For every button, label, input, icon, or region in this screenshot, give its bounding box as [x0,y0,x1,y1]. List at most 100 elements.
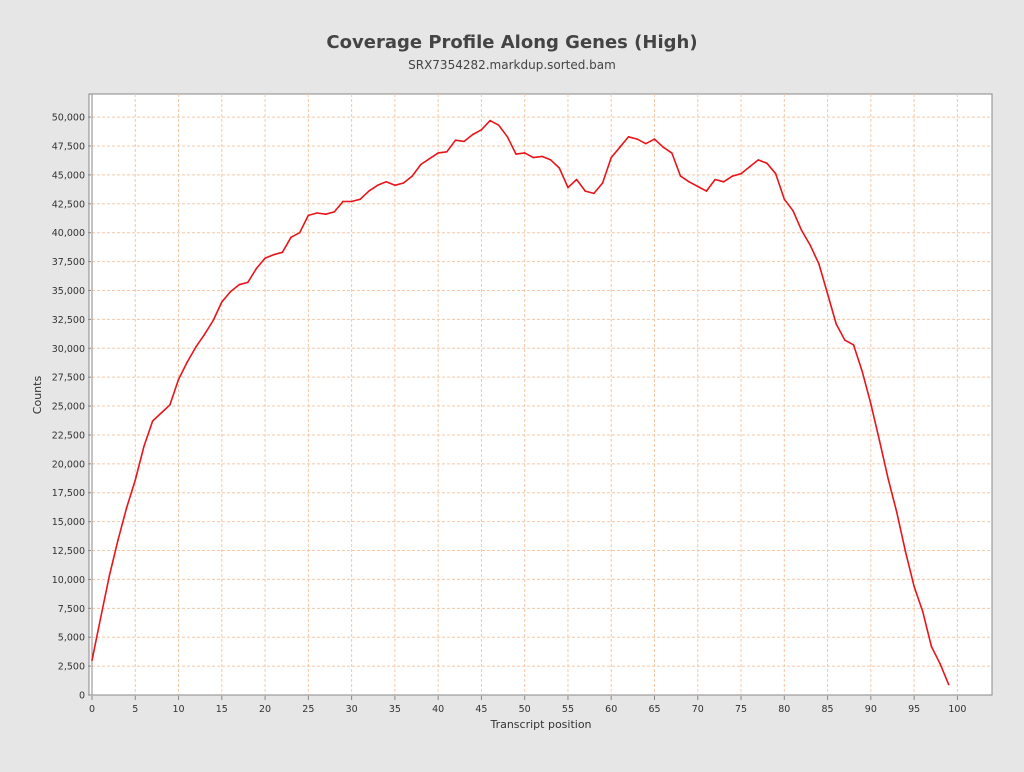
x-tick-label: 70 [692,704,704,715]
coverage-data-point [722,181,725,183]
coverage-data-point [394,184,396,187]
chart-title: Coverage Profile Along Genes (High) [326,32,697,53]
coverage-data-point [368,190,370,192]
grid-lines [92,94,992,695]
coverage-data-point [160,412,163,414]
coverage-data-point [376,184,379,187]
coverage-data-point [446,150,448,153]
plot-area [88,93,993,696]
coverage-data-point [939,662,941,665]
y-tick-label: 10,000 [52,575,85,586]
y-tick-label: 32,500 [52,315,85,326]
y-tick-label: 22,500 [52,430,85,441]
x-tick-label: 5 [132,704,138,715]
coverage-data-point [870,402,872,405]
coverage-data-point [921,610,924,613]
x-tick-label: 55 [562,704,574,715]
y-axis-label: Counts [31,376,44,415]
coverage-data-point [861,370,863,373]
coverage-data-point [454,139,457,142]
coverage-data-point [679,175,682,177]
coverage-data-point [151,420,154,422]
coverage-data-point [653,138,656,140]
coverage-data-point [471,133,474,136]
y-tick-label: 5,000 [58,633,85,644]
coverage-data-point [108,575,111,577]
coverage-data-point [757,159,760,161]
coverage-data-point [947,683,950,686]
y-tick-label: 50,000 [52,113,85,124]
x-axis: 0 5 10 15 20 25 30 35 40 45 50 55 60 65 70 75 80 85 90 95 10… [89,694,992,715]
coverage-data-point [558,167,561,169]
coverage-data-point [584,190,587,192]
coverage-data-point [792,209,794,212]
coverage-data-point [169,404,171,406]
y-tick-label: 12,500 [52,546,85,557]
coverage-data-point [627,135,630,138]
x-tick-label: 10 [172,704,184,715]
x-tick-label: 0 [89,704,95,715]
coverage-data-point [411,175,413,177]
y-tick-label: 27,500 [52,373,85,384]
coverage-data-point [800,229,803,232]
coverage-series-line [91,119,950,685]
x-tick-label: 75 [735,704,747,715]
coverage-data-point [342,200,344,203]
series-layer [91,119,950,686]
coverage-data-point [567,186,569,189]
x-tick-label: 60 [605,704,617,715]
coverage-data-point [913,585,915,588]
coverage-data-point [688,181,690,183]
y-tick-label: 30,000 [52,344,85,355]
coverage-data-point [601,182,604,184]
coverage-data-point [264,257,266,259]
coverage-data-point [359,198,362,200]
y-axis: 0 2,500 5,000 7,500 10,000 12,500 15,000 17,500… [52,94,93,702]
coverage-data-point [515,153,517,155]
coverage-data-point [671,152,673,154]
y-tick-label: 20,000 [52,459,85,470]
coverage-data-point [835,323,838,325]
x-tick-label: 90 [865,704,877,715]
coverage-data-point [783,198,786,200]
coverage-data-point [826,293,829,295]
coverage-data-point [272,253,275,256]
coverage-data-point [420,163,422,166]
coverage-data-point [177,378,180,381]
coverage-data-point [714,178,716,181]
coverage-data-point [532,156,535,159]
coverage-data-point [91,659,93,662]
x-tick-label: 85 [822,704,834,715]
y-tick-label: 37,500 [52,257,85,268]
x-tick-label: 80 [778,704,790,715]
coverage-data-point [229,290,232,293]
coverage-data-point [402,182,405,184]
coverage-data-point [896,511,898,514]
coverage-data-point [125,506,128,509]
coverage-data-point [316,212,318,214]
coverage-data-point [463,140,465,143]
coverage-data-point [307,214,310,217]
x-tick-label: 25 [302,704,314,715]
x-tick-label: 65 [648,704,660,715]
coverage-data-point [619,146,621,148]
coverage-data-point [774,172,777,175]
x-tick-label: 45 [475,704,487,715]
coverage-data-point [662,146,664,148]
coverage-data-point [575,178,578,181]
coverage-data-point [437,152,439,154]
coverage-data-point [255,267,258,270]
y-tick-label: 35,000 [52,286,85,297]
y-tick-label: 7,500 [58,604,85,615]
coverage-data-point [731,175,734,177]
coverage-data-point [887,478,889,480]
coverage-data-point [117,539,119,541]
coverage-data-point [203,333,206,336]
coverage-data-point [221,301,223,303]
coverage-data-point [290,236,292,239]
x-tick-label: 100 [948,704,966,715]
x-tick-label: 35 [389,704,401,715]
coverage-data-point [930,645,933,648]
